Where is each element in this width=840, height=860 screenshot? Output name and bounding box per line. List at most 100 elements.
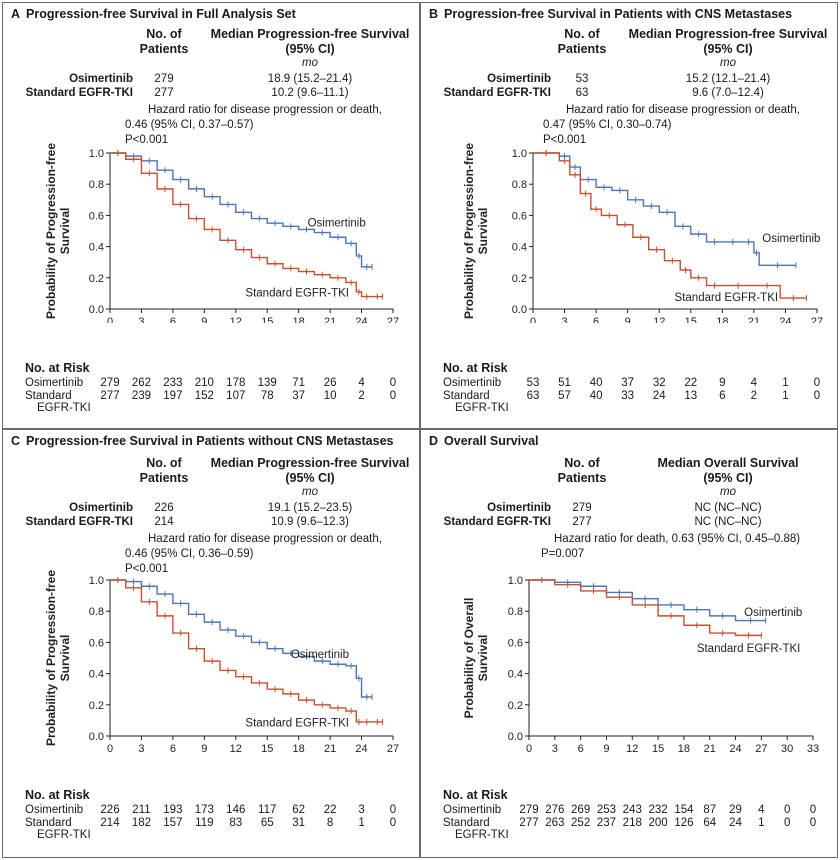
y-axis-title-line: Survival — [476, 208, 490, 255]
hazard-ratio-line: Hazard ratio for disease progression or … — [148, 533, 382, 545]
km-plot: 036912151821242730330.00.20.40.60.81.0Mo… — [462, 575, 819, 753]
risk-cell: 154 — [674, 804, 694, 816]
units-label: mo — [720, 486, 736, 498]
row-patients: 279 — [572, 502, 592, 514]
y-tick-label: 0.4 — [89, 242, 104, 254]
risk-cell: 37 — [621, 377, 635, 389]
risk-row-label: Osimertinib — [443, 804, 501, 816]
risk-cell: 146 — [226, 804, 246, 816]
risk-row-label-line: Standard — [25, 817, 72, 829]
series-label: Osimertinib — [762, 233, 820, 245]
row-name: Osimertinib — [69, 73, 133, 85]
risk-cell: 63 — [526, 390, 540, 402]
risk-cell: 1 — [358, 817, 365, 829]
x-tick-label: 15 — [261, 743, 273, 753]
risk-title: No. at Risk — [25, 361, 90, 375]
risk-cell: 182 — [131, 817, 152, 829]
risk-cell: 24 — [652, 390, 666, 402]
risk-cell: 214 — [100, 817, 120, 829]
y-axis-title: Probability of Progression-free Survival — [462, 143, 490, 319]
y-tick-label: 1.0 — [508, 575, 523, 587]
panel-letter: D — [429, 434, 439, 448]
series-label: Osimertinib — [744, 607, 802, 619]
y-tick-label: 0.4 — [508, 669, 523, 681]
risk-cell: 3 — [358, 804, 365, 816]
risk-cell: 26 — [323, 377, 337, 389]
panel-title-text: Progression-free Survival in Patients wi… — [444, 7, 793, 21]
series-line — [533, 152, 807, 299]
risk-cell: 0 — [783, 804, 791, 816]
x-tick-label: 9 — [625, 316, 631, 323]
risk-row-label-line: EGFR-TKI — [37, 829, 91, 841]
risk-row-label-line: EGFR-TKI — [37, 402, 91, 414]
series-line — [110, 579, 383, 723]
risk-cell: 233 — [163, 377, 183, 389]
y-tick-label: 0.2 — [512, 273, 527, 285]
series-label: Standard EGFR-TKI — [697, 643, 801, 655]
header-median: Median Overall Survival (95% CI) — [618, 456, 838, 486]
panel-d: D Overall Survival No. of Patients Median Ov… — [420, 429, 838, 858]
header-median: Median Progression-free Survival (95% CI) — [618, 27, 838, 57]
y-tick-label: 0.2 — [508, 700, 523, 712]
risk-row-label: Standard EGFR-TKI — [443, 817, 509, 841]
y-tick-label: 0.6 — [89, 210, 104, 222]
risk-cell: 226 — [100, 804, 120, 816]
risk-cell: 8 — [326, 817, 334, 829]
row-name: Standard EGFR-TKI — [443, 87, 551, 99]
y-tick-label: 0.0 — [512, 304, 527, 316]
risk-row-label-line: Standard — [443, 390, 490, 402]
row-patients: 277 — [572, 516, 592, 528]
risk-cell: 0 — [813, 390, 821, 402]
risk-cell: 1 — [758, 817, 765, 829]
risk-cell: 40 — [589, 390, 603, 402]
x-tick-label: 3 — [138, 743, 144, 753]
header-patients-line: Patients — [557, 471, 607, 485]
hazard-ratio-line: P<0.001 — [543, 134, 587, 146]
panel-letter: A — [11, 7, 21, 21]
header-median-line: (95% CI) — [703, 471, 753, 485]
y-tick-label: 0.8 — [508, 606, 523, 618]
risk-cell: 33 — [621, 390, 635, 402]
risk-cell: 4 — [358, 377, 365, 389]
header-median-line: Median Overall Survival — [657, 456, 799, 470]
x-tick-label: 3 — [561, 316, 567, 323]
row-patients: 279 — [154, 73, 174, 85]
x-tick-label: 9 — [201, 316, 207, 323]
x-tick-label: 15 — [685, 316, 697, 323]
risk-row-label-line: Osimertinib — [25, 804, 84, 816]
x-tick-label: 6 — [578, 743, 584, 753]
series-line — [110, 152, 373, 268]
x-tick-label: 18 — [678, 743, 690, 753]
row-name: Osimertinib — [487, 73, 551, 85]
panel-title: A Progression-free Survival in Full Analy… — [11, 7, 296, 21]
y-axis-title-line: Survival — [58, 635, 72, 682]
risk-cell: 173 — [194, 804, 214, 816]
risk-cell: 64 — [703, 817, 717, 829]
header-median-line: Median Progression-free Survival — [628, 27, 828, 41]
risk-cell: 232 — [648, 804, 668, 816]
risk-row-label-line: Standard — [25, 390, 72, 402]
y-tick-label: 0.2 — [89, 273, 104, 285]
risk-cell: 87 — [703, 804, 717, 816]
x-tick-label: 3 — [138, 316, 144, 323]
units-label: mo — [720, 57, 736, 69]
risk-cell: 0 — [809, 804, 817, 816]
x-tick-label: 12 — [626, 743, 638, 753]
risk-cell: 269 — [571, 804, 591, 816]
row-patients: 214 — [154, 516, 174, 528]
risk-cell: 210 — [194, 377, 214, 389]
risk-cell: 2 — [358, 390, 365, 402]
x-tick-label: 21 — [748, 316, 760, 323]
risk-cell: 193 — [163, 804, 183, 816]
y-axis-title-line: Probability of Overall — [462, 598, 476, 719]
risk-title: No. at Risk — [25, 788, 90, 802]
risk-cell: 279 — [519, 804, 539, 816]
risk-row-label-line: Osimertinib — [25, 377, 84, 389]
risk-cell: 22 — [684, 377, 698, 389]
x-tick-label: 18 — [716, 316, 728, 323]
risk-cell: 119 — [195, 817, 214, 829]
series-label: Osimertinib — [291, 649, 349, 661]
panel-title: B Progression-free Survival in Patients w… — [429, 7, 792, 21]
x-tick-label: 0 — [530, 316, 536, 323]
x-tick-label: 24 — [729, 743, 741, 753]
